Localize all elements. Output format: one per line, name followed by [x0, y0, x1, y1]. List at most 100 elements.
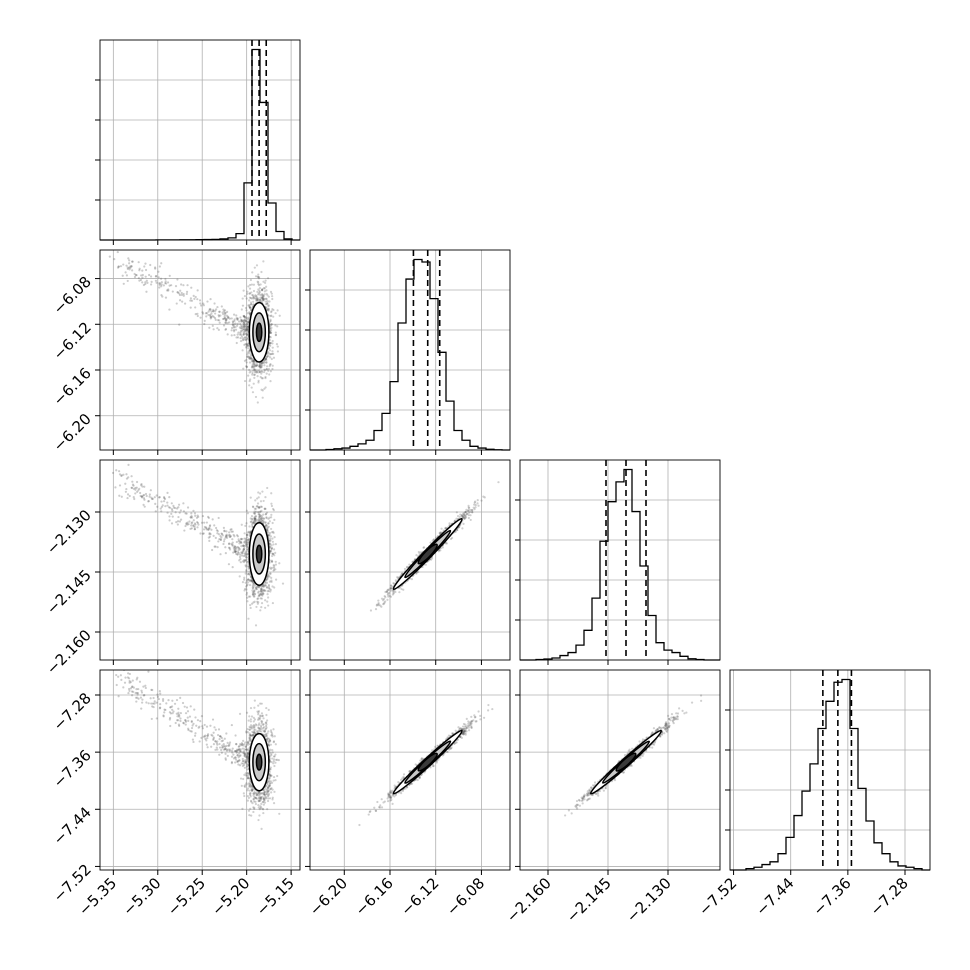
scatter-point	[257, 506, 260, 509]
scatter-point	[267, 779, 270, 782]
scatter-point	[130, 264, 133, 268]
scatter-point	[267, 797, 270, 800]
scatter-point	[264, 357, 268, 360]
scatter-point	[183, 302, 187, 305]
scatter-point	[247, 783, 250, 786]
scatter-point	[269, 566, 272, 569]
scatter-point	[185, 290, 189, 294]
scatter-point	[264, 281, 267, 284]
scatter-point	[240, 554, 243, 557]
scatter-point	[260, 592, 263, 595]
scatter-point	[250, 726, 253, 729]
scatter-point	[266, 740, 269, 743]
scatter-point	[233, 323, 236, 326]
scatter-point	[267, 517, 270, 520]
scatter-point	[227, 316, 230, 319]
scatter-point	[273, 790, 276, 793]
scatter-point	[261, 362, 264, 365]
scatter-point	[265, 793, 269, 796]
scatter-point	[208, 308, 211, 312]
scatter-point	[215, 529, 219, 532]
scatter-point	[213, 302, 216, 305]
scatter-point	[244, 320, 248, 323]
scatter-point	[265, 788, 268, 791]
scatter-point	[246, 764, 249, 767]
scatter-point	[208, 307, 211, 311]
scatter-point	[269, 567, 273, 571]
scatter-point	[243, 794, 246, 798]
scatter-point	[265, 516, 268, 519]
scatter-point	[263, 789, 266, 792]
scatter-point	[190, 524, 193, 527]
scatter-point	[270, 331, 273, 334]
scatter-point	[243, 294, 247, 298]
scatter-point	[247, 565, 250, 568]
scatter-point	[247, 578, 250, 581]
scatter-point	[239, 330, 242, 333]
scatter-point	[223, 538, 226, 541]
scatter-point	[237, 549, 240, 552]
scatter-point	[122, 473, 125, 476]
histogram-steps	[730, 678, 930, 871]
scatter-point	[269, 342, 272, 345]
scatter-point	[224, 552, 227, 555]
scatter-point	[265, 511, 269, 514]
scatter-point	[118, 473, 122, 476]
scatter-point	[254, 365, 257, 368]
scatter-point	[271, 757, 274, 760]
scatter-point	[257, 288, 260, 291]
scatter-point	[246, 756, 249, 760]
scatter-point	[263, 369, 267, 372]
scatter-point	[218, 310, 221, 313]
scatter-point	[247, 578, 250, 581]
y-tick-label: −6.08	[50, 273, 95, 318]
scatter-point	[252, 521, 255, 524]
scatter-point	[243, 322, 246, 325]
scatter-point	[271, 552, 275, 556]
scatter-point	[246, 758, 249, 761]
scatter-point	[219, 553, 222, 556]
scatter-point	[251, 517, 254, 520]
scatter-point	[261, 723, 265, 726]
scatter-point	[272, 509, 275, 512]
scatter-point	[248, 299, 251, 302]
scatter-point	[266, 790, 269, 793]
scatter-point	[242, 314, 245, 318]
scatter-point	[187, 523, 190, 526]
scatter-point	[267, 789, 270, 792]
scatter-point	[248, 531, 251, 534]
panel-frame	[99, 39, 301, 241]
scatter-point	[168, 284, 171, 287]
scatter-point	[243, 336, 247, 339]
scatter-point	[242, 322, 245, 325]
scatter-point	[262, 298, 265, 301]
scatter-point	[142, 494, 145, 497]
scatter-point	[265, 734, 268, 737]
scatter-point	[202, 304, 205, 307]
scatter-point	[254, 510, 258, 513]
scatter-point	[260, 364, 263, 367]
scatter-point	[246, 596, 249, 599]
scatter-point	[243, 784, 246, 788]
scatter-point	[138, 267, 141, 270]
scatter-point	[170, 284, 173, 287]
scatter-point	[270, 730, 273, 734]
scatter-point	[271, 540, 274, 543]
scatter-point	[258, 287, 262, 290]
scatter-point	[246, 320, 249, 323]
scatter-point	[251, 584, 254, 587]
scatter-point	[248, 530, 251, 533]
scatter-point	[251, 271, 254, 274]
scatter-point	[257, 496, 260, 499]
scatter-point	[243, 379, 247, 383]
scatter-point	[240, 329, 243, 332]
scatter-point	[267, 604, 270, 607]
scatter-point	[254, 624, 258, 627]
scatter-point	[250, 788, 253, 792]
scatter-point	[207, 310, 210, 313]
scatter-point	[265, 368, 268, 371]
scatter-point	[248, 379, 251, 383]
scatter-point	[208, 527, 211, 530]
scatter-point	[252, 716, 255, 719]
